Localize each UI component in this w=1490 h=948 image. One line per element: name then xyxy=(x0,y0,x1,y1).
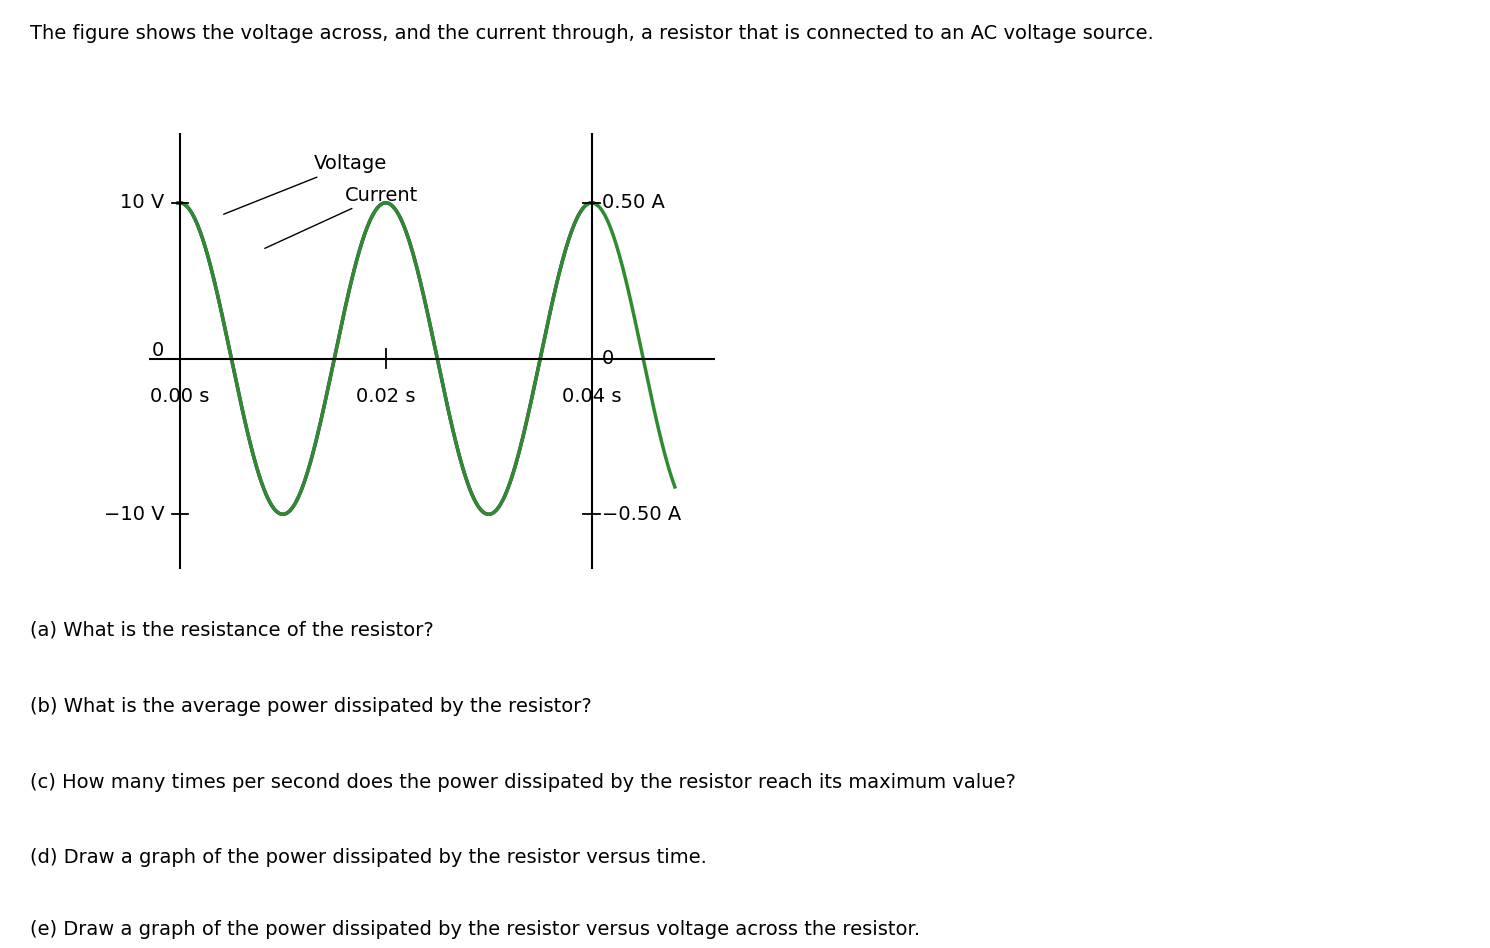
Text: 0.50 A: 0.50 A xyxy=(602,193,665,212)
Text: 0: 0 xyxy=(602,349,614,368)
Text: Current: Current xyxy=(265,186,417,248)
Text: (c) How many times per second does the power dissipated by the resistor reach it: (c) How many times per second does the p… xyxy=(30,773,1016,792)
Text: Voltage: Voltage xyxy=(224,155,387,214)
Text: The figure shows the voltage across, and the current through, a resistor that is: The figure shows the voltage across, and… xyxy=(30,24,1153,43)
Text: (e) Draw a graph of the power dissipated by the resistor versus voltage across t: (e) Draw a graph of the power dissipated… xyxy=(30,920,919,939)
Text: 0: 0 xyxy=(152,341,164,360)
Text: 10 V: 10 V xyxy=(121,193,164,212)
Text: 0.02 s: 0.02 s xyxy=(356,387,416,406)
Text: −0.50 A: −0.50 A xyxy=(602,504,681,524)
Text: (d) Draw a graph of the power dissipated by the resistor versus time.: (d) Draw a graph of the power dissipated… xyxy=(30,848,706,867)
Text: 0.04 s: 0.04 s xyxy=(562,387,621,406)
Text: (a) What is the resistance of the resistor?: (a) What is the resistance of the resist… xyxy=(30,621,434,640)
Text: (b) What is the average power dissipated by the resistor?: (b) What is the average power dissipated… xyxy=(30,697,592,716)
Text: 0.00 s: 0.00 s xyxy=(150,387,210,406)
Text: −10 V: −10 V xyxy=(104,504,164,524)
